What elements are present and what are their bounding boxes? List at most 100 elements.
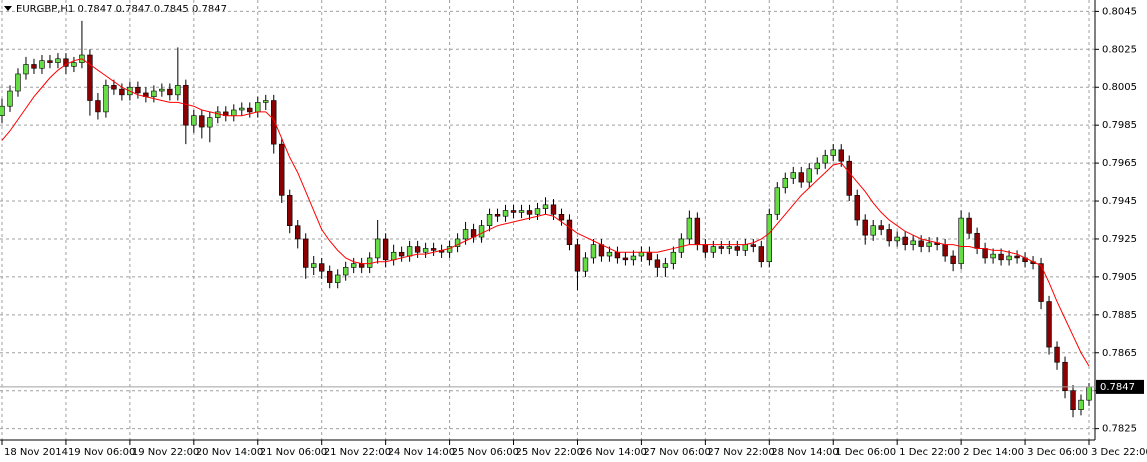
x-tick-label: 25 Nov 06:00 — [452, 447, 519, 458]
candle-body — [694, 217, 701, 245]
candle-body — [558, 214, 565, 221]
candle-body — [1046, 301, 1052, 348]
candle-body — [910, 240, 916, 245]
candle-body — [870, 225, 876, 236]
candle-body — [366, 257, 373, 268]
candle-body — [1054, 346, 1060, 363]
candle-body — [319, 263, 325, 272]
x-tick-label: 19 Nov 06:00 — [68, 447, 135, 458]
candle-body — [830, 149, 836, 156]
candle-body — [478, 225, 485, 238]
x-tick-label: 20 Nov 14:00 — [196, 447, 263, 458]
menu-arrow[interactable] — [4, 6, 12, 11]
candle-body — [718, 246, 725, 249]
candle-body — [414, 246, 421, 253]
candle-body — [63, 58, 69, 67]
candle-body — [790, 172, 796, 179]
candle-body — [1014, 255, 1020, 259]
x-tick-label: 1 Dec 06:00 — [835, 447, 896, 458]
y-tick-label: 0.7925 — [1102, 234, 1137, 245]
candle-body — [327, 270, 333, 283]
candle-body — [462, 229, 469, 240]
candle-body — [382, 238, 389, 261]
x-tick-label: 3 Dec 22:00 — [1091, 447, 1147, 458]
chart-title: EURGBP,H1 0.7847 0.7847 0.7845 0.7847 — [16, 4, 227, 15]
candle-body — [55, 58, 61, 63]
candle-body — [151, 90, 157, 98]
y-tick-label: 0.7905 — [1102, 272, 1137, 283]
candle-body — [135, 86, 141, 94]
candle-body — [374, 238, 381, 259]
candle-body — [1038, 263, 1044, 302]
candle-body — [1070, 390, 1076, 410]
candle-body — [183, 85, 189, 126]
candle-body — [119, 88, 125, 96]
candle-body — [646, 251, 653, 261]
candle-body — [502, 210, 509, 217]
candle-body — [974, 232, 980, 249]
y-tick-label: 0.7945 — [1102, 196, 1137, 207]
x-tick-label: 18 Nov 2014 — [4, 447, 68, 458]
candle-body — [175, 85, 181, 96]
candle-body — [406, 246, 413, 257]
candle-body — [486, 214, 493, 226]
candle-body — [263, 100, 269, 103]
candle-body — [702, 244, 709, 253]
candle-body — [1078, 399, 1084, 410]
candle-body — [534, 208, 541, 215]
candle-body — [279, 143, 285, 196]
candle-body — [798, 172, 804, 183]
candle-body — [678, 238, 685, 253]
candle-body — [1006, 255, 1012, 261]
candle-body — [39, 60, 45, 69]
candle-body — [774, 187, 780, 215]
x-tick-label: 2 Dec 14:00 — [963, 447, 1024, 458]
candle-body — [111, 85, 117, 90]
candle-body — [518, 210, 525, 213]
y-tick-label: 0.8045 — [1102, 6, 1137, 17]
candle-body — [566, 219, 573, 245]
candle-body — [854, 195, 860, 221]
candle-body — [742, 244, 749, 251]
candle-body — [894, 236, 900, 242]
candle-body — [654, 259, 661, 268]
candle-body — [982, 248, 988, 259]
candle-body — [638, 251, 645, 257]
candle-body — [998, 253, 1004, 261]
candle-body — [422, 248, 429, 253]
candle-body — [926, 242, 932, 247]
candle-body — [239, 107, 245, 111]
x-tick-label: 21 Nov 22:00 — [324, 447, 391, 458]
candle-body — [814, 162, 820, 170]
candle-body — [0, 105, 5, 116]
candle-body — [510, 210, 517, 213]
candle-body — [342, 267, 349, 276]
x-tick-label: 21 Nov 06:00 — [260, 447, 327, 458]
candle-body — [1062, 361, 1068, 391]
candle-body — [159, 88, 165, 92]
candle-body — [334, 274, 341, 283]
candle-body — [71, 62, 77, 67]
candle-body — [902, 236, 908, 245]
candle-body — [350, 263, 357, 268]
x-tick-label: 28 Nov 14:00 — [771, 447, 838, 458]
candle-body — [303, 238, 309, 268]
candle-body — [15, 73, 21, 92]
candle-body — [822, 155, 828, 164]
candle-body — [87, 54, 93, 101]
x-tick-label: 19 Nov 22:00 — [132, 447, 199, 458]
y-tick-label: 0.7965 — [1102, 158, 1137, 169]
candle-body — [574, 244, 581, 272]
candle-body — [878, 225, 884, 230]
y-tick-label: 0.7825 — [1102, 424, 1137, 435]
x-tick-label: 27 Nov 22:00 — [707, 447, 774, 458]
candle-body — [582, 257, 589, 272]
candle-body — [7, 90, 13, 107]
candle-body — [782, 177, 788, 189]
candle-body — [686, 217, 693, 240]
candle-body — [23, 64, 29, 75]
candle-body — [614, 251, 621, 259]
candle-body — [710, 246, 717, 253]
